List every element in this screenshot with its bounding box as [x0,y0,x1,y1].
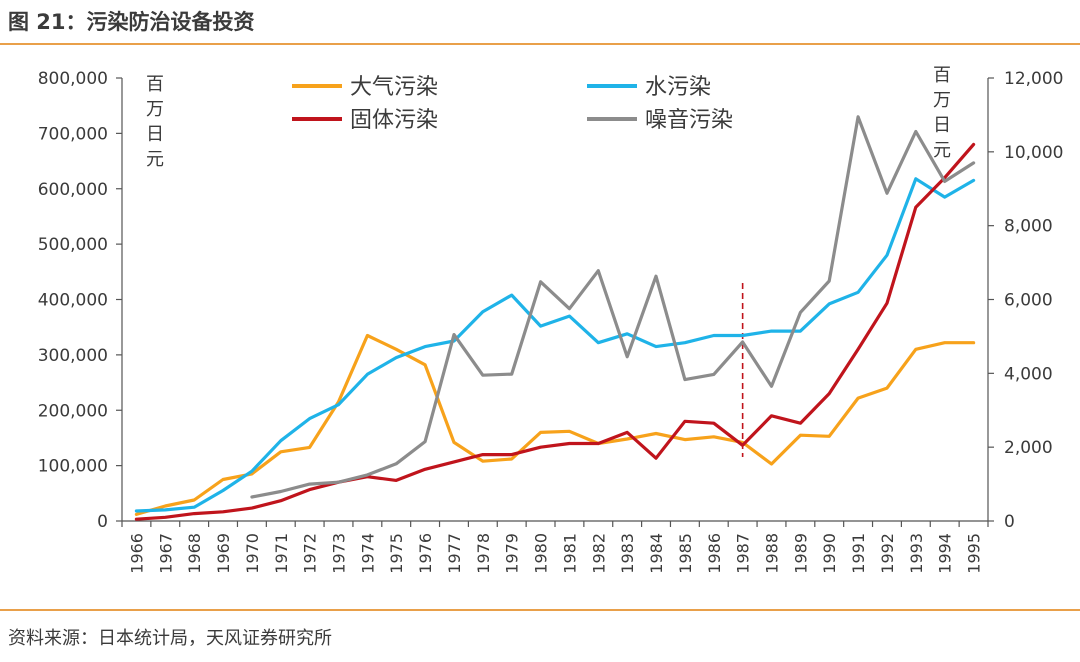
x-tick-label: 1985 [676,533,695,574]
source-note: 资料来源：日本统计局，天风证券研究所 [8,628,332,649]
y-left-tick-label: 800,000 [38,69,108,89]
x-tick-label: 1969 [214,533,233,574]
x-tick-label: 1979 [503,533,522,574]
y-right-unit-char: 日 [933,115,951,136]
y-left-unit-char: 元 [146,149,164,170]
x-tick-label: 1982 [589,533,608,574]
y-left-tick-label: 500,000 [38,235,108,255]
bottom-rule [0,609,1080,611]
y-right-tick-label: 6,000 [1004,291,1053,311]
x-tick-label: 1966 [127,533,146,574]
series-line-3 [134,142,976,521]
x-tick-label: 1967 [156,533,175,574]
legend-label-2: 水污染 [645,75,711,100]
x-tick-label: 1988 [763,533,782,574]
y-left-tick-label: 600,000 [38,180,108,200]
y-left-tick-label: 100,000 [38,457,108,477]
y-right-tick-label: 0 [1004,512,1015,532]
y-right-unit-char: 万 [933,90,951,111]
y-right-tick-label: 12,000 [1004,69,1063,89]
x-tick-label: 1984 [647,533,666,574]
y-left-tick-label: 200,000 [38,401,108,421]
line-chart: 0 100,000 200,000 300,000 400,000 500,000 600,… [38,65,1064,574]
legend-label-3: 固体污染 [350,108,438,133]
legend-label-1: 大气污染 [350,75,438,100]
x-tick-label: 1989 [791,533,810,574]
x-tick-label: 1995 [965,533,984,574]
y-right-unit-char: 元 [933,140,951,161]
x-tick-label: 1975 [387,533,406,574]
x-tick-label: 1986 [705,533,724,574]
y-left-unit-char: 百 [146,74,164,95]
x-tick-label: 1983 [618,533,637,574]
x-tick-label: 1968 [185,533,204,574]
x-tick-label: 1992 [878,533,897,574]
y-right-tick-label: 2,000 [1004,438,1053,458]
legend-label-4: 噪音污染 [645,108,733,133]
x-tick-label: 1987 [734,533,753,574]
series-line-1 [134,333,976,516]
x-tick-label: 1990 [820,533,839,574]
x-tick-label: 1980 [532,533,551,574]
series-line-4 [250,115,976,499]
x-tick-label: 1971 [272,533,291,574]
x-tick-label: 1981 [560,533,579,574]
y-left-tick-label: 400,000 [38,291,108,311]
x-tick-label: 1973 [330,533,349,574]
y-left-tick-label: 300,000 [38,346,108,366]
y-left-unit-char: 日 [146,124,164,145]
x-tick-label: 1994 [936,533,955,574]
chart-title: 图 21：污染防治设备投资 [8,10,255,34]
y-left-tick-label: 0 [97,512,108,532]
x-tick-label: 1976 [416,533,435,574]
x-tick-label: 1977 [445,533,464,574]
x-tick-label: 1974 [358,533,377,574]
y-right-tick-label: 4,000 [1004,364,1053,384]
x-tick-label: 1978 [474,533,493,574]
x-tick-label: 1970 [243,533,262,574]
y-right-tick-label: 8,000 [1004,217,1053,237]
x-tick-label: 1991 [849,533,868,574]
y-left-unit-char: 万 [146,99,164,120]
y-right-unit-char: 百 [933,65,951,86]
y-right-tick-label: 10,000 [1004,143,1063,163]
top-rule [0,43,1080,45]
x-tick-label: 1993 [907,533,926,574]
y-left-tick-label: 700,000 [38,124,108,144]
x-tick-label: 1972 [301,533,320,574]
series-line-2 [134,177,976,513]
